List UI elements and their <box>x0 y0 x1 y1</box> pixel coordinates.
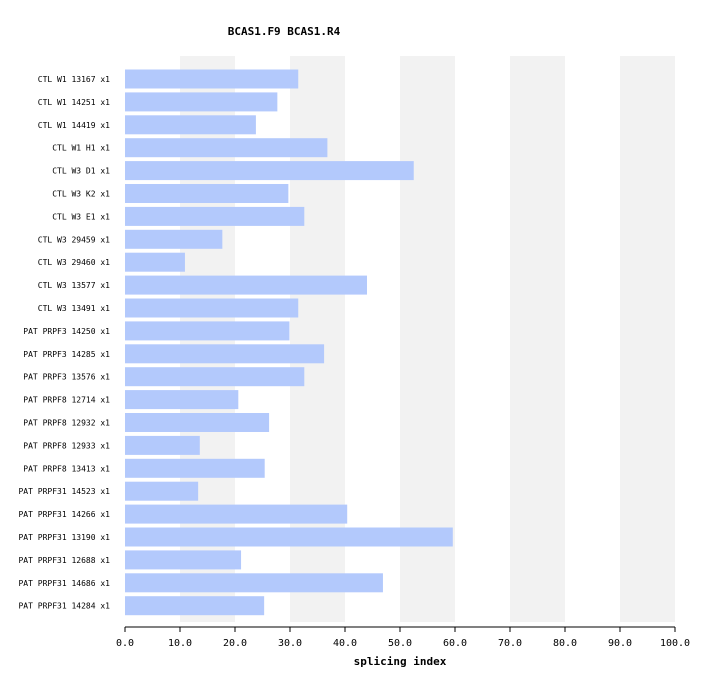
bar <box>125 390 239 410</box>
category-label: CTL W3 29460 x1 <box>38 258 110 267</box>
category-label: CTL W1 14251 x1 <box>38 98 110 107</box>
category-label: PAT PRPF8 12714 x1 <box>23 396 110 405</box>
bar <box>125 435 200 455</box>
x-tick-label: 20.0 <box>223 638 247 649</box>
category-label: PAT PRPF8 12933 x1 <box>23 441 110 450</box>
bar <box>125 229 223 249</box>
bar <box>125 92 278 112</box>
bar <box>125 252 185 272</box>
bar <box>125 573 383 593</box>
bar <box>125 321 290 341</box>
x-axis: 0.0 10.0 20.0 30.0 40.0 50.0 60.0 70.0 80.0 90.0 1… <box>116 626 690 649</box>
x-tick-label: 30.0 <box>278 638 302 649</box>
category-label: CTL W1 14419 x1 <box>38 121 110 130</box>
x-axis-title: splicing index <box>354 655 447 668</box>
bar-series <box>125 69 453 616</box>
grid-band <box>510 56 565 622</box>
category-label: CTL W3 29459 x1 <box>38 235 110 244</box>
chart-title: BCAS1.F9 BCAS1.R4 <box>228 25 341 38</box>
bar <box>125 206 305 226</box>
bar <box>125 481 199 501</box>
bar <box>125 161 414 181</box>
bar <box>125 298 299 318</box>
bar <box>125 550 242 570</box>
bar <box>125 275 367 295</box>
category-label: PAT PRPF3 13576 x1 <box>23 373 110 382</box>
category-label: CTL W3 13491 x1 <box>38 304 110 313</box>
category-labels: CTL W1 13167 x1 CTL W1 14251 x1 CTL W1 144… <box>18 75 110 611</box>
x-tick-label: 70.0 <box>498 638 522 649</box>
category-label: PAT PRPF31 12688 x1 <box>18 556 110 565</box>
x-tick-label: 100.0 <box>660 638 690 649</box>
x-tick-label: 0.0 <box>116 638 134 649</box>
category-label: PAT PRPF8 13413 x1 <box>23 464 110 473</box>
category-label: PAT PRPF8 12932 x1 <box>23 419 110 428</box>
bar <box>125 138 328 158</box>
bar <box>125 596 265 616</box>
category-label: CTL W1 H1 x1 <box>52 144 110 153</box>
x-tick-label: 40.0 <box>333 638 357 649</box>
category-label: CTL W3 K2 x1 <box>52 190 110 199</box>
bar <box>125 458 265 478</box>
category-label: CTL W1 13167 x1 <box>38 75 110 84</box>
category-label: CTL W3 13577 x1 <box>38 281 110 290</box>
bar <box>125 69 299 89</box>
category-label: CTL W3 D1 x1 <box>52 167 110 176</box>
grid-bands <box>180 56 675 622</box>
bar <box>125 367 305 387</box>
category-label: PAT PRPF3 14250 x1 <box>23 327 110 336</box>
grid-band <box>620 56 675 622</box>
x-tick-label: 90.0 <box>608 638 632 649</box>
bar <box>125 504 348 524</box>
bar <box>125 344 325 364</box>
category-label: PAT PRPF31 13190 x1 <box>18 533 110 542</box>
x-tick-label: 10.0 <box>168 638 192 649</box>
category-label: PAT PRPF31 14266 x1 <box>18 510 110 519</box>
x-tick-label: 80.0 <box>553 638 577 649</box>
category-label: PAT PRPF31 14284 x1 <box>18 602 110 611</box>
category-label: PAT PRPF31 14523 x1 <box>18 487 110 496</box>
category-label: PAT PRPF31 14686 x1 <box>18 579 110 588</box>
x-tick-label: 50.0 <box>388 638 412 649</box>
bar <box>125 413 270 432</box>
category-label: CTL W3 E1 x1 <box>52 212 110 221</box>
bar <box>125 527 453 547</box>
category-label: PAT PRPF3 14285 x1 <box>23 350 110 359</box>
x-tick-label: 60.0 <box>443 638 467 649</box>
bar <box>125 184 289 203</box>
bar <box>125 115 256 135</box>
